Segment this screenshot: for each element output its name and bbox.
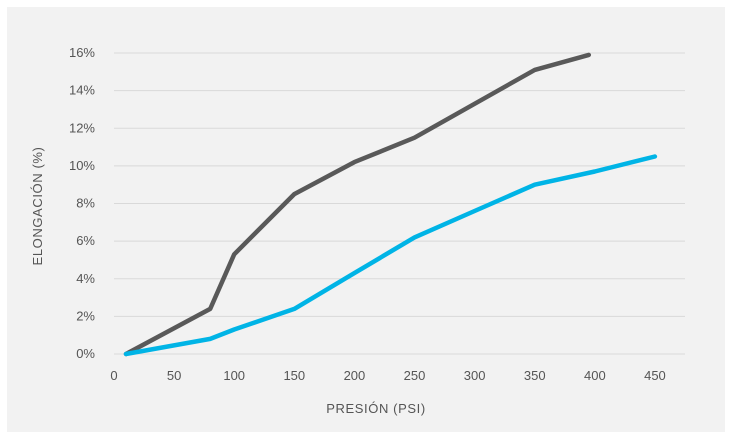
series-line-1: [123, 52, 592, 357]
x-tick-label: 450: [644, 368, 666, 383]
y-axis-title: ELONGACIÓN (%): [30, 147, 45, 266]
y-tick-label: 4%: [76, 271, 95, 286]
x-tick-labels: 0 50 100 150 200 250 300 350 400 450: [110, 368, 665, 383]
x-tick-label: 50: [167, 368, 181, 383]
y-tick-label: 12%: [69, 120, 95, 135]
x-tick-label: 400: [584, 368, 606, 383]
x-tick-label: 200: [344, 368, 366, 383]
gridlines: [114, 52, 685, 355]
y-tick-labels: 0% 2% 4% 6% 8% 10% 12% 14% 16%: [69, 45, 95, 361]
line-chart: 0% 2% 4% 6% 8% 10% 12% 14% 16% 0 50 100 150 200 250 30…: [30, 45, 685, 416]
y-tick-label: 10%: [69, 158, 95, 173]
x-tick-label: 350: [524, 368, 546, 383]
x-tick-label: 300: [464, 368, 486, 383]
series-line-2: [123, 154, 658, 357]
y-tick-label: 16%: [69, 45, 95, 60]
y-tick-label: 0%: [76, 346, 95, 361]
x-tick-label: 100: [223, 368, 245, 383]
chart-panel: 0% 2% 4% 6% 8% 10% 12% 14% 16% 0 50 100 150 200 250 30…: [7, 7, 725, 432]
y-tick-label: 8%: [76, 196, 95, 211]
y-tick-label: 6%: [76, 233, 95, 248]
x-axis-title: PRESIÓN (PSI): [326, 401, 426, 416]
y-tick-label: 14%: [69, 83, 95, 98]
x-tick-label: 250: [404, 368, 426, 383]
x-tick-label: 0: [110, 368, 117, 383]
x-tick-label: 150: [283, 368, 305, 383]
series-lines: [123, 52, 658, 357]
y-tick-label: 2%: [76, 308, 95, 323]
